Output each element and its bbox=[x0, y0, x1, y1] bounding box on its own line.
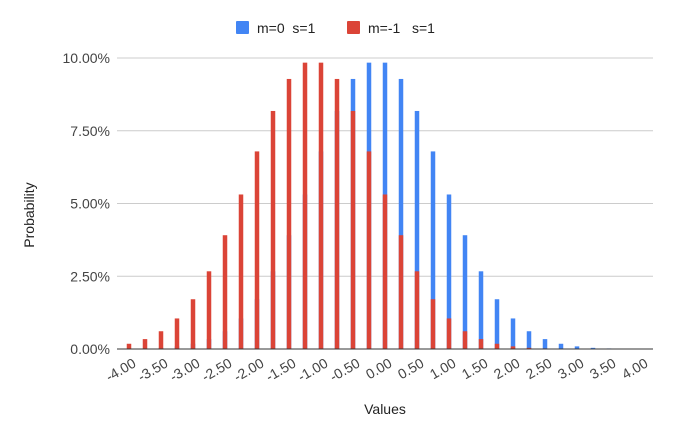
bar-series-2 bbox=[446, 318, 452, 349]
bar-series-2 bbox=[510, 346, 516, 349]
x-tick-label: 1.00 bbox=[427, 355, 459, 383]
legend-swatch-series-1 bbox=[236, 21, 249, 34]
x-tick-label: -2.50 bbox=[199, 355, 235, 385]
y-axis-label: Probability bbox=[21, 182, 37, 247]
bar-series-2 bbox=[126, 343, 132, 349]
y-tick-label: 7.50% bbox=[70, 123, 110, 139]
bar-series-1 bbox=[542, 339, 548, 349]
bar-series-2 bbox=[398, 235, 404, 349]
bar-series-1 bbox=[398, 78, 404, 350]
x-tick-label: -1.50 bbox=[263, 355, 299, 385]
x-tick-label: 3.00 bbox=[555, 355, 587, 383]
legend-swatch-series-2 bbox=[347, 21, 360, 34]
bar-series-2 bbox=[430, 299, 436, 349]
bar-series-2 bbox=[286, 78, 292, 350]
bar-series-2 bbox=[270, 110, 276, 349]
bar-series-1 bbox=[590, 347, 596, 349]
bar-series-2 bbox=[158, 331, 164, 349]
bar-series-1 bbox=[558, 343, 564, 349]
x-tick-label: 2.50 bbox=[523, 355, 555, 383]
bars bbox=[126, 62, 612, 350]
bar-series-2 bbox=[526, 347, 532, 349]
bar-series-2 bbox=[254, 151, 260, 349]
x-tick-label: -2.00 bbox=[231, 355, 267, 385]
bar-series-2 bbox=[382, 194, 388, 349]
x-tick-label: -1.00 bbox=[295, 355, 331, 385]
x-tick-label: 4.00 bbox=[619, 355, 651, 383]
x-tick-label: 3.50 bbox=[587, 355, 619, 383]
bar-series-2 bbox=[222, 235, 228, 349]
bar-series-1 bbox=[494, 299, 500, 349]
y-tick-label: 10.00% bbox=[63, 50, 110, 66]
bar-series-2 bbox=[366, 151, 372, 349]
bar-series-1 bbox=[446, 194, 452, 349]
bar-series-2 bbox=[190, 299, 196, 349]
y-tick-label: 2.50% bbox=[70, 268, 110, 284]
bar-series-2 bbox=[462, 331, 468, 349]
y-tick-label: 0.00% bbox=[70, 341, 110, 357]
x-tick-label: -4.00 bbox=[103, 355, 139, 385]
bar-series-2 bbox=[142, 339, 148, 349]
bar-series-2 bbox=[174, 318, 180, 349]
bar-series-1 bbox=[462, 235, 468, 349]
y-tick-label: 5.00% bbox=[70, 196, 110, 212]
legend-label-series-2: m=-1 s=1 bbox=[368, 20, 435, 36]
bar-series-2 bbox=[334, 78, 340, 350]
bar-series-1 bbox=[526, 331, 532, 349]
x-tick-label: 0.00 bbox=[363, 355, 395, 383]
bar-series-2 bbox=[302, 62, 308, 349]
bar-series-1 bbox=[510, 318, 516, 349]
bar-series-2 bbox=[206, 271, 212, 349]
x-tick-label: 1.50 bbox=[459, 355, 491, 383]
legend: m=0 s=1 m=-1 s=1 bbox=[236, 20, 435, 36]
bar-series-1 bbox=[414, 110, 420, 349]
bar-series-2 bbox=[494, 343, 500, 349]
x-tick-label: 0.50 bbox=[395, 355, 427, 383]
legend-label-series-1: m=0 s=1 bbox=[257, 20, 316, 36]
y-tick-labels: 0.00% 2.50% 5.00% 7.50% 10.00% bbox=[63, 50, 110, 357]
bar-series-2 bbox=[238, 194, 244, 349]
bar-series-2 bbox=[478, 339, 484, 349]
bar-series-2 bbox=[318, 62, 324, 349]
x-axis-label: Values bbox=[364, 401, 406, 417]
bar-series-1 bbox=[574, 346, 580, 349]
x-tick-label: -3.00 bbox=[167, 355, 203, 385]
x-tick-label: -0.50 bbox=[327, 355, 363, 385]
x-tick-labels: -4.00-3.50-3.00-2.50-2.00-1.50-1.00-0.50… bbox=[103, 355, 651, 385]
x-tick-label: -3.50 bbox=[135, 355, 171, 385]
bar-series-1 bbox=[478, 271, 484, 349]
bar-series-2 bbox=[350, 110, 356, 349]
bar-series-1 bbox=[430, 151, 436, 349]
x-tick-label: 2.00 bbox=[491, 355, 523, 383]
bar-series-2 bbox=[414, 271, 420, 349]
